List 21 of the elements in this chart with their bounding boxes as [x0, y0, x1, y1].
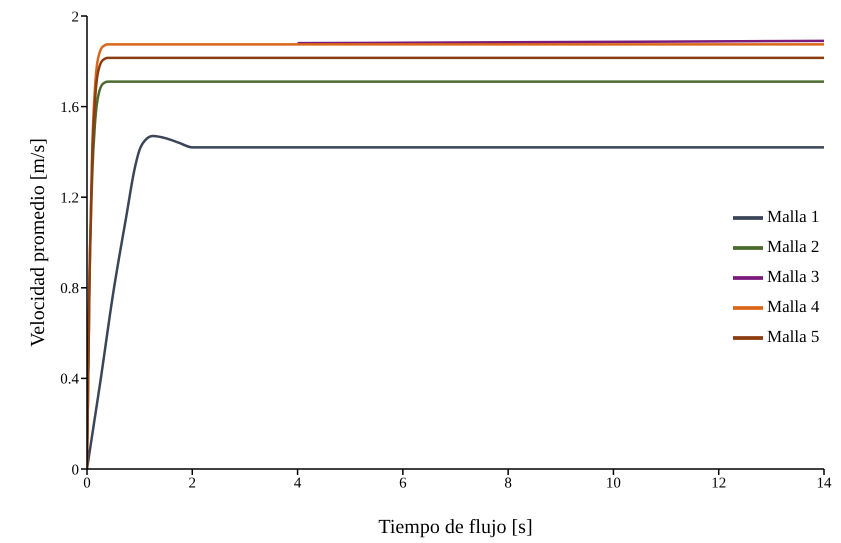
- legend-label: Malla 3: [767, 266, 820, 286]
- y-axis-title: Velocidad promedio [m/s]: [27, 138, 50, 347]
- y-tick-label: 1.2: [60, 190, 79, 207]
- x-tick-label: 10: [606, 476, 621, 492]
- y-tick-label: 0.4: [60, 372, 80, 388]
- x-tick-label: 8: [504, 476, 512, 492]
- y-tick-label: 0: [72, 462, 79, 478]
- y-tick-label: 0.8: [60, 281, 79, 298]
- legend-label: Malla 2: [767, 236, 820, 256]
- x-tick-label: 4: [294, 476, 302, 492]
- x-tick-label: 12: [711, 476, 726, 492]
- y-tick-label: 1.6: [60, 100, 80, 116]
- x-axis-title: Tiempo de flujo [s]: [378, 516, 533, 538]
- x-tick-label: 6: [399, 476, 408, 492]
- x-tick-label: 0: [83, 476, 91, 492]
- legend-label: Malla 1: [767, 206, 820, 226]
- x-tick-label: 14: [816, 476, 832, 492]
- legend-label: Malla 5: [767, 326, 820, 346]
- x-tick-label: 2: [188, 476, 196, 492]
- legend-label: Malla 4: [767, 296, 820, 316]
- y-tick-label: 2: [72, 9, 79, 26]
